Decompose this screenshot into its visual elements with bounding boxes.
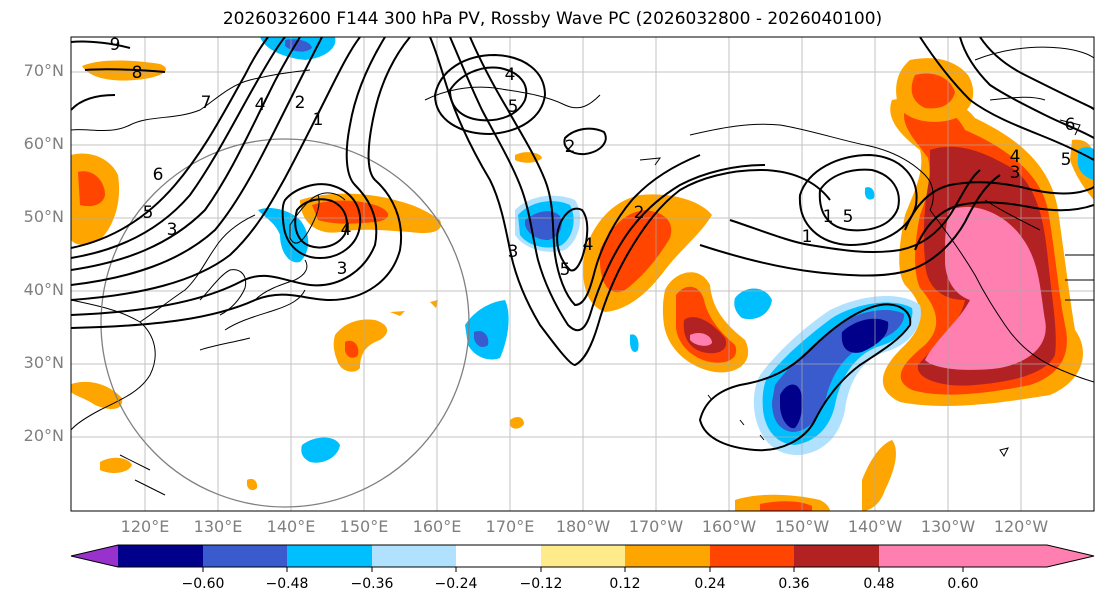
- lon-label: 120°W: [993, 517, 1049, 536]
- contour-label: 7: [201, 93, 212, 113]
- colorbar-tick-label: 0.48: [863, 576, 895, 592]
- lat-label-40n: 40°N: [23, 280, 64, 299]
- colorbar-tick-label: 0.12: [609, 576, 641, 592]
- colorbar-segment: [118, 545, 203, 567]
- colorbar-segment: [541, 545, 625, 567]
- colorbar-tick-label: −0.24: [434, 576, 478, 592]
- contour-label: 5: [560, 260, 571, 280]
- contour-label: 6: [153, 165, 164, 185]
- colorbar-tick-label: 0.36: [778, 576, 810, 592]
- contour-label: 9: [110, 35, 121, 55]
- contour-label: 6: [1065, 115, 1076, 135]
- colorbar-extend-high: [963, 545, 1094, 567]
- contour-label: 1: [313, 110, 324, 130]
- lat-label-50n: 50°N: [23, 207, 64, 226]
- colorbar-segment: [456, 545, 541, 567]
- colorbar-extend-low: [71, 545, 118, 567]
- contour-label: 5: [843, 207, 854, 227]
- contour-label: 5: [508, 97, 519, 117]
- lat-label-70n: 70°N: [23, 61, 64, 80]
- lon-label: 140°E: [266, 517, 316, 536]
- map-frame: [70, 36, 1095, 512]
- lon-label: 150°E: [339, 517, 389, 536]
- contour-label: 2: [634, 203, 645, 223]
- lat-label-60n: 60°N: [23, 134, 64, 153]
- lon-label: 160°E: [412, 517, 462, 536]
- colorbar-tick-label: −0.12: [519, 576, 563, 592]
- graticule: [71, 37, 1094, 511]
- contour-label: 2: [565, 137, 576, 157]
- colorbar-tick-label: −0.48: [265, 576, 309, 592]
- lon-label: 150°W: [774, 517, 830, 536]
- contour-label: 8: [132, 63, 143, 83]
- lat-label-20n: 20°N: [23, 426, 64, 445]
- contour-label: 4: [505, 65, 516, 85]
- contour-label: 4: [583, 235, 594, 255]
- colorbar-segment: [287, 545, 372, 567]
- lon-label: 130°E: [193, 517, 243, 536]
- colorbar-tick-label: 0.24: [694, 576, 726, 592]
- contour-label: 4: [341, 220, 352, 240]
- contour-label: 5: [1061, 150, 1072, 170]
- lon-label: 120°E: [120, 517, 170, 536]
- positive-anomaly-na-max: [925, 206, 1046, 370]
- contour-label: 3: [167, 220, 178, 240]
- colorbar-segment: [372, 545, 456, 567]
- map-title: 2026032600 F144 300 hPa PV, Rossby Wave …: [222, 9, 883, 29]
- colorbar-segment: [710, 545, 794, 567]
- contour-label: 3: [337, 259, 348, 279]
- pv-anomaly-fields: [71, 37, 1094, 511]
- lon-label: 180°W: [555, 517, 611, 536]
- colorbar-segment: [879, 545, 963, 567]
- pv-contours: [71, 37, 1094, 452]
- contour-label: 4: [255, 95, 266, 115]
- lon-label: 170°W: [628, 517, 684, 536]
- contour-label: 5: [143, 203, 154, 223]
- lon-label: 160°W: [701, 517, 757, 536]
- colorbar-tick-label: 0.60: [947, 576, 979, 592]
- contour-label: 1: [802, 227, 813, 247]
- contour-label: 2: [295, 93, 306, 113]
- colorbar-tick-label: −0.36: [350, 576, 394, 592]
- contour-label: 3: [1010, 163, 1021, 183]
- colorbar-tick-label: −0.60: [181, 576, 225, 592]
- lon-label: 140°W: [847, 517, 903, 536]
- colorbar-segment: [794, 545, 879, 567]
- colorbar-segment: [203, 545, 287, 567]
- lon-label: 130°W: [920, 517, 976, 536]
- contour-label: 4: [1010, 147, 1021, 167]
- lon-label: 170°E: [485, 517, 535, 536]
- colorbar: [70, 544, 1095, 572]
- lat-label-30n: 30°N: [23, 353, 64, 372]
- contour-label: 1: [823, 207, 834, 227]
- contour-label: 3: [508, 242, 519, 262]
- reference-circle: [100, 138, 470, 508]
- colorbar-segment: [625, 545, 710, 567]
